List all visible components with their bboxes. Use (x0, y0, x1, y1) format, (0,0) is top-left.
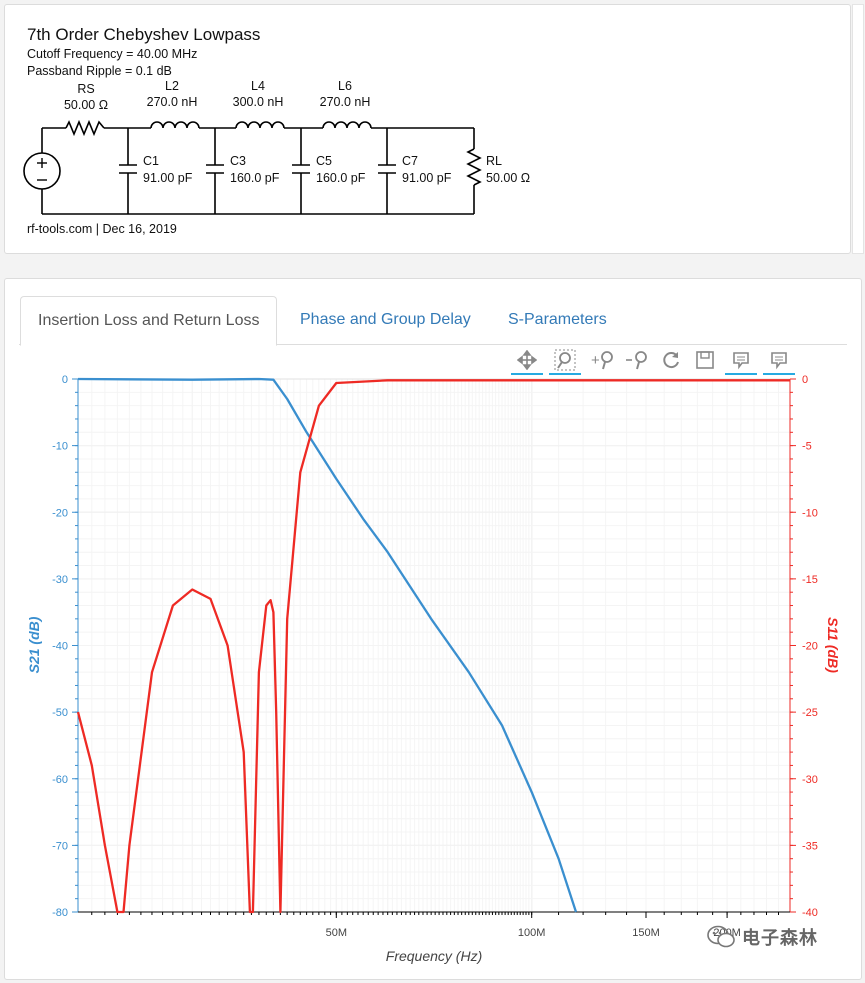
plot-tabs: Insertion Loss and Return Loss Phase and… (19, 296, 847, 346)
zoom-in-icon[interactable]: + (589, 347, 617, 373)
tab-s-parameters[interactable]: S-Parameters (508, 311, 607, 328)
hover-icon[interactable] (763, 347, 795, 375)
l6-value: 270.0 nH (320, 95, 371, 109)
wechat-icon (707, 925, 735, 948)
watermark-text: 电子森林 (742, 928, 818, 948)
tab-insertion-loss[interactable]: Insertion Loss and Return Loss (20, 296, 278, 346)
c1-name: C1 (143, 154, 159, 168)
cutoff-frequency: Cutoff Frequency = 40.00 MHz (27, 47, 197, 61)
y2-tick-label: -15 (802, 574, 818, 586)
y2-tick-label: -30 (802, 774, 818, 786)
plot-card: Insertion Loss and Return Loss Phase and… (4, 278, 862, 980)
hover-icon[interactable] (725, 347, 757, 375)
y-tick-label: -10 (52, 441, 68, 453)
c5-value: 160.0 pF (316, 171, 366, 185)
series-s11 (76, 379, 790, 914)
schematic-footer: rf-tools.com | Dec 16, 2019 (27, 222, 177, 236)
y2-tick-label: -10 (802, 507, 818, 519)
box-zoom-icon[interactable] (549, 347, 581, 375)
x-axis-ticks: 50M100M150M200M (91, 912, 779, 939)
pan-icon[interactable] (511, 347, 543, 375)
tab-phase-group-delay[interactable]: Phase and Group Delay (300, 311, 471, 328)
c7-value: 91.00 pF (402, 171, 452, 185)
schematic-diagram: 7th Order Chebyshev Lowpass Cutoff Frequ… (23, 25, 530, 236)
l2-name: L2 (165, 79, 179, 93)
series-s21 (77, 377, 578, 913)
y-tick-label: -40 (52, 641, 68, 653)
rs-value: 50.00 Ω (64, 98, 108, 112)
y-tick-label: -50 (52, 707, 68, 719)
y2-tick-label: -25 (802, 707, 818, 719)
plot-series (76, 377, 790, 914)
plot-grid (77, 378, 790, 913)
schematic-title: 7th Order Chebyshev Lowpass (27, 25, 260, 44)
x-tick-label: 150M (632, 927, 660, 939)
scrollbar[interactable] (852, 4, 864, 254)
rl-value: 50.00 Ω (486, 171, 530, 185)
c1-value: 91.00 pF (143, 171, 193, 185)
l4-value: 300.0 nH (233, 95, 284, 109)
schematic-card: 7th Order Chebyshev Lowpass Cutoff Frequ… (4, 4, 851, 254)
y-tick-label: -20 (52, 507, 68, 519)
c3-value: 160.0 pF (230, 171, 280, 185)
l4-name: L4 (251, 79, 265, 93)
right-axis-ticks: 0 -5 -10 -15 -20 -25 -30 -35 -40 (790, 374, 818, 919)
watermark: 电子森林 (706, 924, 818, 950)
zoom-out-icon[interactable] (623, 347, 651, 373)
l2-value: 270.0 nH (147, 95, 198, 109)
y-tick-label: -70 (52, 840, 68, 852)
y-tick-label: -60 (52, 774, 68, 786)
insertion-return-loss-chart[interactable]: 0 -10 -20 -30 -40 -50 -60 -70 -80 0 -5 -10 -15 -20 -2… (5, 279, 861, 979)
c3-name: C3 (230, 154, 246, 168)
y2-tick-label: -5 (802, 441, 812, 453)
y2-tick-label: 0 (802, 374, 808, 386)
reset-icon[interactable] (657, 347, 685, 373)
rl-name: RL (486, 154, 502, 168)
rs-name: RS (77, 82, 94, 96)
svg-text:+: + (591, 352, 600, 369)
y-tick-label: -30 (52, 574, 68, 586)
save-icon[interactable] (691, 347, 719, 373)
y2-tick-label: -35 (802, 840, 818, 852)
c7-name: C7 (402, 154, 418, 168)
y2-tick-label: -20 (802, 641, 818, 653)
y2-tick-label: -40 (802, 907, 818, 919)
x-tick-label: 50M (326, 927, 347, 939)
c5-name: C5 (316, 154, 332, 168)
y-tick-label: 0 (62, 374, 68, 386)
x-tick-label: 100M (518, 927, 546, 939)
y-axis-label: S21 (dB) (26, 616, 42, 673)
left-axis-ticks: 0 -10 -20 -30 -40 -50 -60 -70 -80 (52, 374, 78, 919)
passband-ripple: Passband Ripple = 0.1 dB (27, 64, 172, 78)
l6-name: L6 (338, 79, 352, 93)
y-tick-label: -80 (52, 907, 68, 919)
y2-axis-label: S11 (dB) (825, 617, 841, 673)
x-axis-label: Frequency (Hz) (386, 948, 482, 964)
